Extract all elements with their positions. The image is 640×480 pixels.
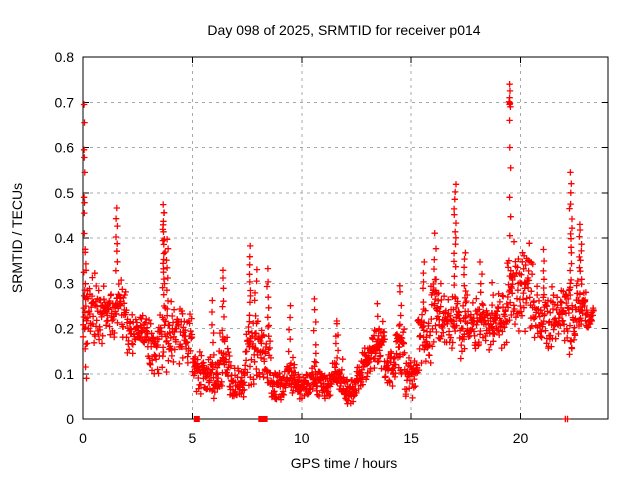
zero-plus-markers: [562, 415, 571, 423]
chart-title: Day 098 of 2025, SRMTID for receiver p01…: [207, 22, 480, 38]
y-tick-label: 0.7: [55, 94, 75, 110]
y-tick-labels: 0 0.1 0.2 0.3 0.4 0.5 0.6 0.7 0.8: [55, 49, 75, 427]
zero-square-marker: [261, 416, 268, 422]
y-tick-label: 0.2: [55, 321, 75, 337]
zero-square-marker: [193, 416, 200, 422]
y-tick-label: 0.1: [55, 366, 75, 382]
scatter-points: [79, 81, 597, 407]
x-tick-label: 5: [188, 430, 196, 446]
y-tick-label: 0.4: [55, 230, 75, 246]
x-tick-labels: 0 5 10 15 20: [79, 430, 528, 446]
zero-markers: [193, 415, 571, 423]
zero-square-marker: [258, 416, 265, 422]
y-tick-label: 0.8: [55, 49, 75, 65]
y-tick-label: 0.3: [55, 275, 75, 291]
y-tick-label: 0.6: [55, 140, 75, 156]
x-tick-label: 15: [403, 430, 419, 446]
x-tick-label: 10: [294, 430, 310, 446]
y-tick-label: 0.5: [55, 185, 75, 201]
y-tick-label: 0: [66, 411, 74, 427]
x-tick-label: 20: [513, 430, 529, 446]
x-tick-label: 0: [79, 430, 87, 446]
x-axis-label: GPS time / hours: [291, 455, 398, 471]
plot-border: [82, 56, 609, 420]
y-axis-label: SRMTID / TECUs: [9, 183, 25, 293]
